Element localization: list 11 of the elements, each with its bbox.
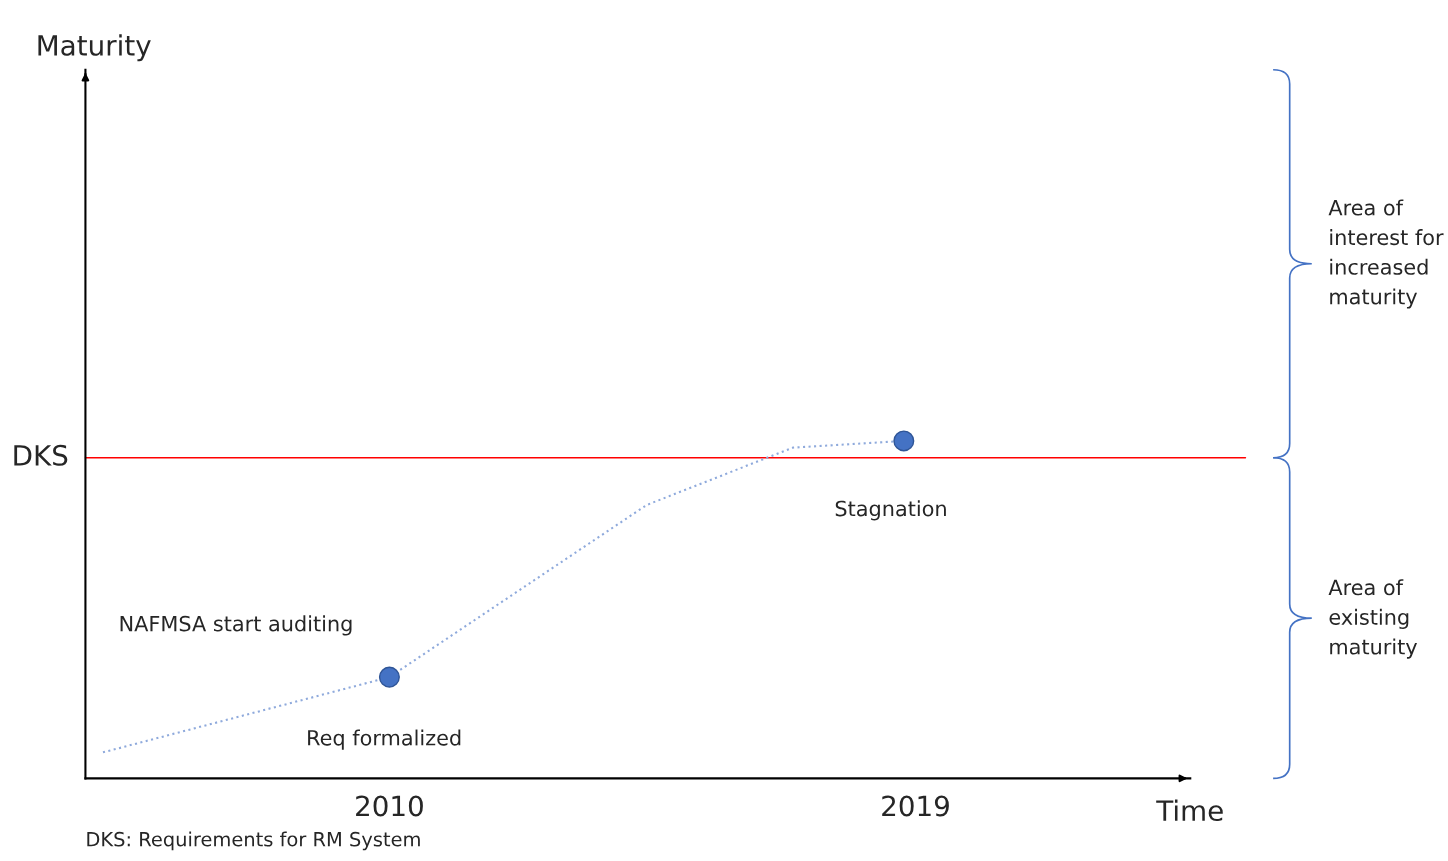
x-tick-label: 2010 xyxy=(356,795,423,817)
text: DKS: Requirements for RM System xyxy=(87,831,420,851)
text: Area of interest for increased maturity xyxy=(1328,199,1444,309)
annotation: Req formalized xyxy=(308,729,461,750)
ref-line-label: DKS xyxy=(14,444,68,466)
annotation: NAFMSA start auditing xyxy=(120,615,352,636)
text: Area of existing maturity xyxy=(1328,579,1418,659)
x-tick-label: 2019 xyxy=(882,795,949,817)
x-axis-title: Time xyxy=(1156,799,1223,822)
text: Maturity xyxy=(38,34,151,62)
annotation: Stagnation xyxy=(835,500,946,521)
